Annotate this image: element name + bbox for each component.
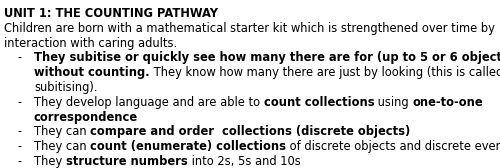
- Text: using: using: [374, 96, 412, 109]
- Text: -: -: [18, 125, 22, 138]
- Text: They can: They can: [34, 140, 90, 153]
- Text: Children are born with a mathematical starter kit which is strengthened over tim: Children are born with a mathematical st…: [4, 22, 495, 35]
- Text: subitising).: subitising).: [34, 81, 98, 94]
- Text: interaction with caring adults.: interaction with caring adults.: [4, 37, 177, 50]
- Text: UNIT 1: THE COUNTING PATHWAY: UNIT 1: THE COUNTING PATHWAY: [4, 7, 218, 20]
- Text: structure numbers: structure numbers: [66, 155, 188, 168]
- Text: compare and order  collections (discrete objects): compare and order collections (discrete …: [90, 125, 410, 138]
- Text: count collections: count collections: [264, 96, 374, 109]
- Text: count (enumerate) collections: count (enumerate) collections: [90, 140, 286, 153]
- Text: correspondence: correspondence: [34, 111, 138, 124]
- Text: -: -: [18, 140, 22, 153]
- Text: They know how many there are just by looking (this is called: They know how many there are just by loo…: [150, 66, 500, 79]
- Text: of discrete objects and discrete events: of discrete objects and discrete events: [286, 140, 500, 153]
- Text: They subitise or quickly see how many there are for (up to 5 or 6 objects): They subitise or quickly see how many th…: [34, 51, 500, 64]
- Text: -: -: [18, 51, 22, 64]
- Text: -: -: [18, 96, 22, 109]
- Text: They: They: [34, 155, 66, 168]
- Text: -: -: [18, 155, 22, 168]
- Text: They develop language and are able to: They develop language and are able to: [34, 96, 264, 109]
- Text: one-to-one: one-to-one: [412, 96, 483, 109]
- Text: without counting.: without counting.: [34, 66, 150, 79]
- Text: They can: They can: [34, 125, 90, 138]
- Text: into 2s, 5s and 10s: into 2s, 5s and 10s: [188, 155, 300, 168]
